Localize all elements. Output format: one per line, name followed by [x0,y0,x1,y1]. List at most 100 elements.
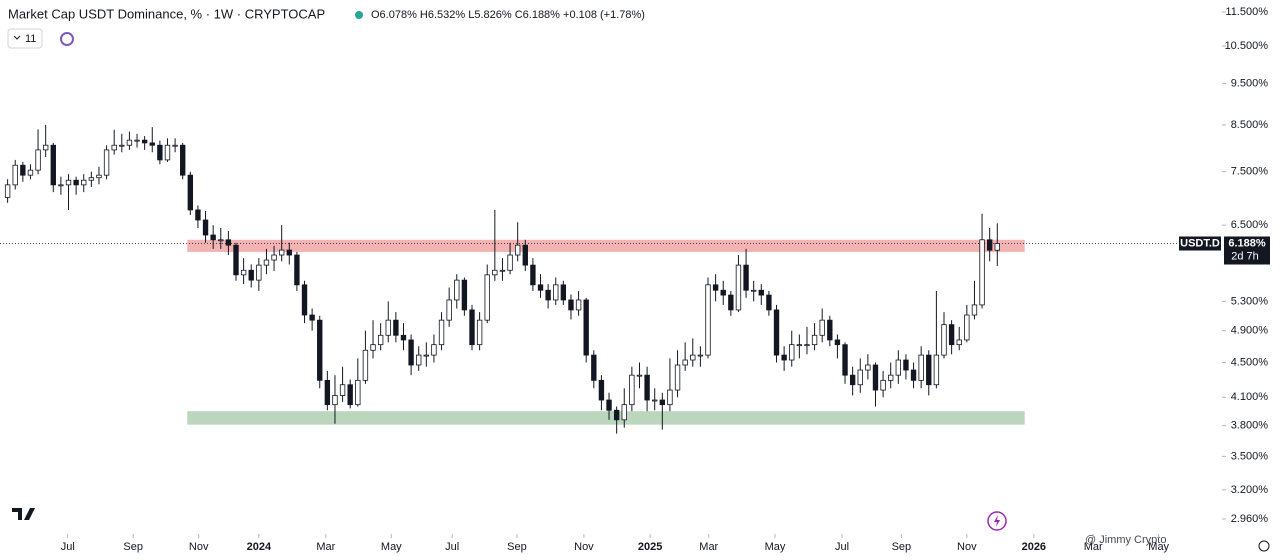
candle-body [842,344,848,376]
candle-body [27,169,34,176]
candle-body [888,374,894,381]
candle-body [789,344,795,361]
candle-body [187,174,194,211]
candle-body [926,354,932,386]
x-tick-label: Nov [957,541,977,553]
candle-body [446,299,452,321]
chevron-icon [13,35,21,40]
candle-body [141,139,148,144]
x-tick-label: May [765,541,786,553]
x-tick-label: Jul [445,541,459,553]
candle-body [240,269,247,276]
candle-body [796,344,803,347]
candle-body [636,374,643,377]
x-tick-label: Nov [574,541,594,553]
candle-body [705,284,711,356]
y-tick-label: 3.500% [1231,450,1269,462]
candle-body [492,269,498,276]
candle-body [994,243,1000,251]
x-tick-label: 2024 [247,541,272,553]
candle-body [324,379,331,406]
candle-body [454,279,460,301]
candle-body [195,209,201,221]
y-tick-label: 4.100% [1231,391,1269,403]
y-tick-label: 5.300% [1231,295,1269,307]
candle-body [880,379,886,391]
candle-body [720,289,726,296]
x-tick-label: Sep [123,541,143,553]
candle-body [514,244,521,256]
candle-body [682,359,688,366]
status-dot [355,11,363,19]
candle-body [225,239,232,246]
candle-body [339,384,346,396]
candle-body [4,184,11,198]
candle-body [81,179,87,186]
candle-body [933,354,940,386]
candle-body [164,144,171,161]
settings-icon[interactable] [1258,540,1270,552]
zone [187,239,1025,252]
y-tick-label: 8.500% [1231,119,1269,131]
x-tick-label: May [1148,541,1169,553]
candle-body [545,289,551,301]
candle-body [20,164,26,176]
x-tick-label: May [381,541,402,553]
candle-body [735,264,742,311]
candle-body [827,319,833,341]
candle-body [674,364,681,391]
x-tick-label: 2026 [1022,541,1046,553]
y-tick-label: 7.500% [1231,166,1269,178]
candle-body [400,334,407,341]
candle-body [499,269,506,272]
y-tick-label: 10.500% [1225,40,1269,52]
x-tick-label: 2025 [638,541,662,553]
candle-body [309,314,315,321]
candle-body [865,364,871,371]
flash-icon[interactable] [987,511,1007,531]
candle-body [659,399,666,406]
candle-body [728,294,734,311]
candle-body [591,354,597,381]
candle-body [278,249,285,256]
x-tick-label: Mar [1084,541,1103,553]
candle-body [157,144,163,161]
chart-title: Market Cap USDT Dominance, % · 1W · CRYP… [8,6,325,21]
candle-body [948,324,955,346]
countdown-label: 2d 7h [1231,250,1259,262]
zone [187,411,1025,425]
candle-body [134,139,140,142]
y-tick-label: 4.500% [1231,356,1269,368]
interval-label: 11 [25,33,36,45]
interval-button[interactable] [7,28,43,49]
candle-body [256,264,262,281]
candle-body [423,354,430,357]
candle-body [811,334,818,346]
tv-logo [12,508,35,520]
candle-body [35,149,41,171]
y-tick-label: 11.500% [1225,6,1268,18]
candle-body [355,379,361,406]
indicator-icon[interactable] [60,32,74,46]
candle-body [568,299,574,311]
candle-body [712,284,719,291]
candle-body [537,284,544,291]
candle-body [553,284,559,301]
candle-body [613,409,620,421]
plot-area [0,124,1180,434]
candle-body [408,339,414,366]
watermark: @ Jimmy Crypto [1085,534,1166,546]
candle-body [560,284,567,301]
candle-body [971,304,978,316]
candle-body [210,234,216,241]
y-tick-label: 3.800% [1231,420,1269,432]
candle-body [202,219,209,236]
candle-body [819,319,825,336]
candle-body [895,359,902,376]
price-label-bg [1179,236,1221,251]
candle-body [111,144,117,151]
x-tick-label: Sep [507,541,527,553]
candle-body [301,284,308,316]
candle-body [50,144,56,186]
